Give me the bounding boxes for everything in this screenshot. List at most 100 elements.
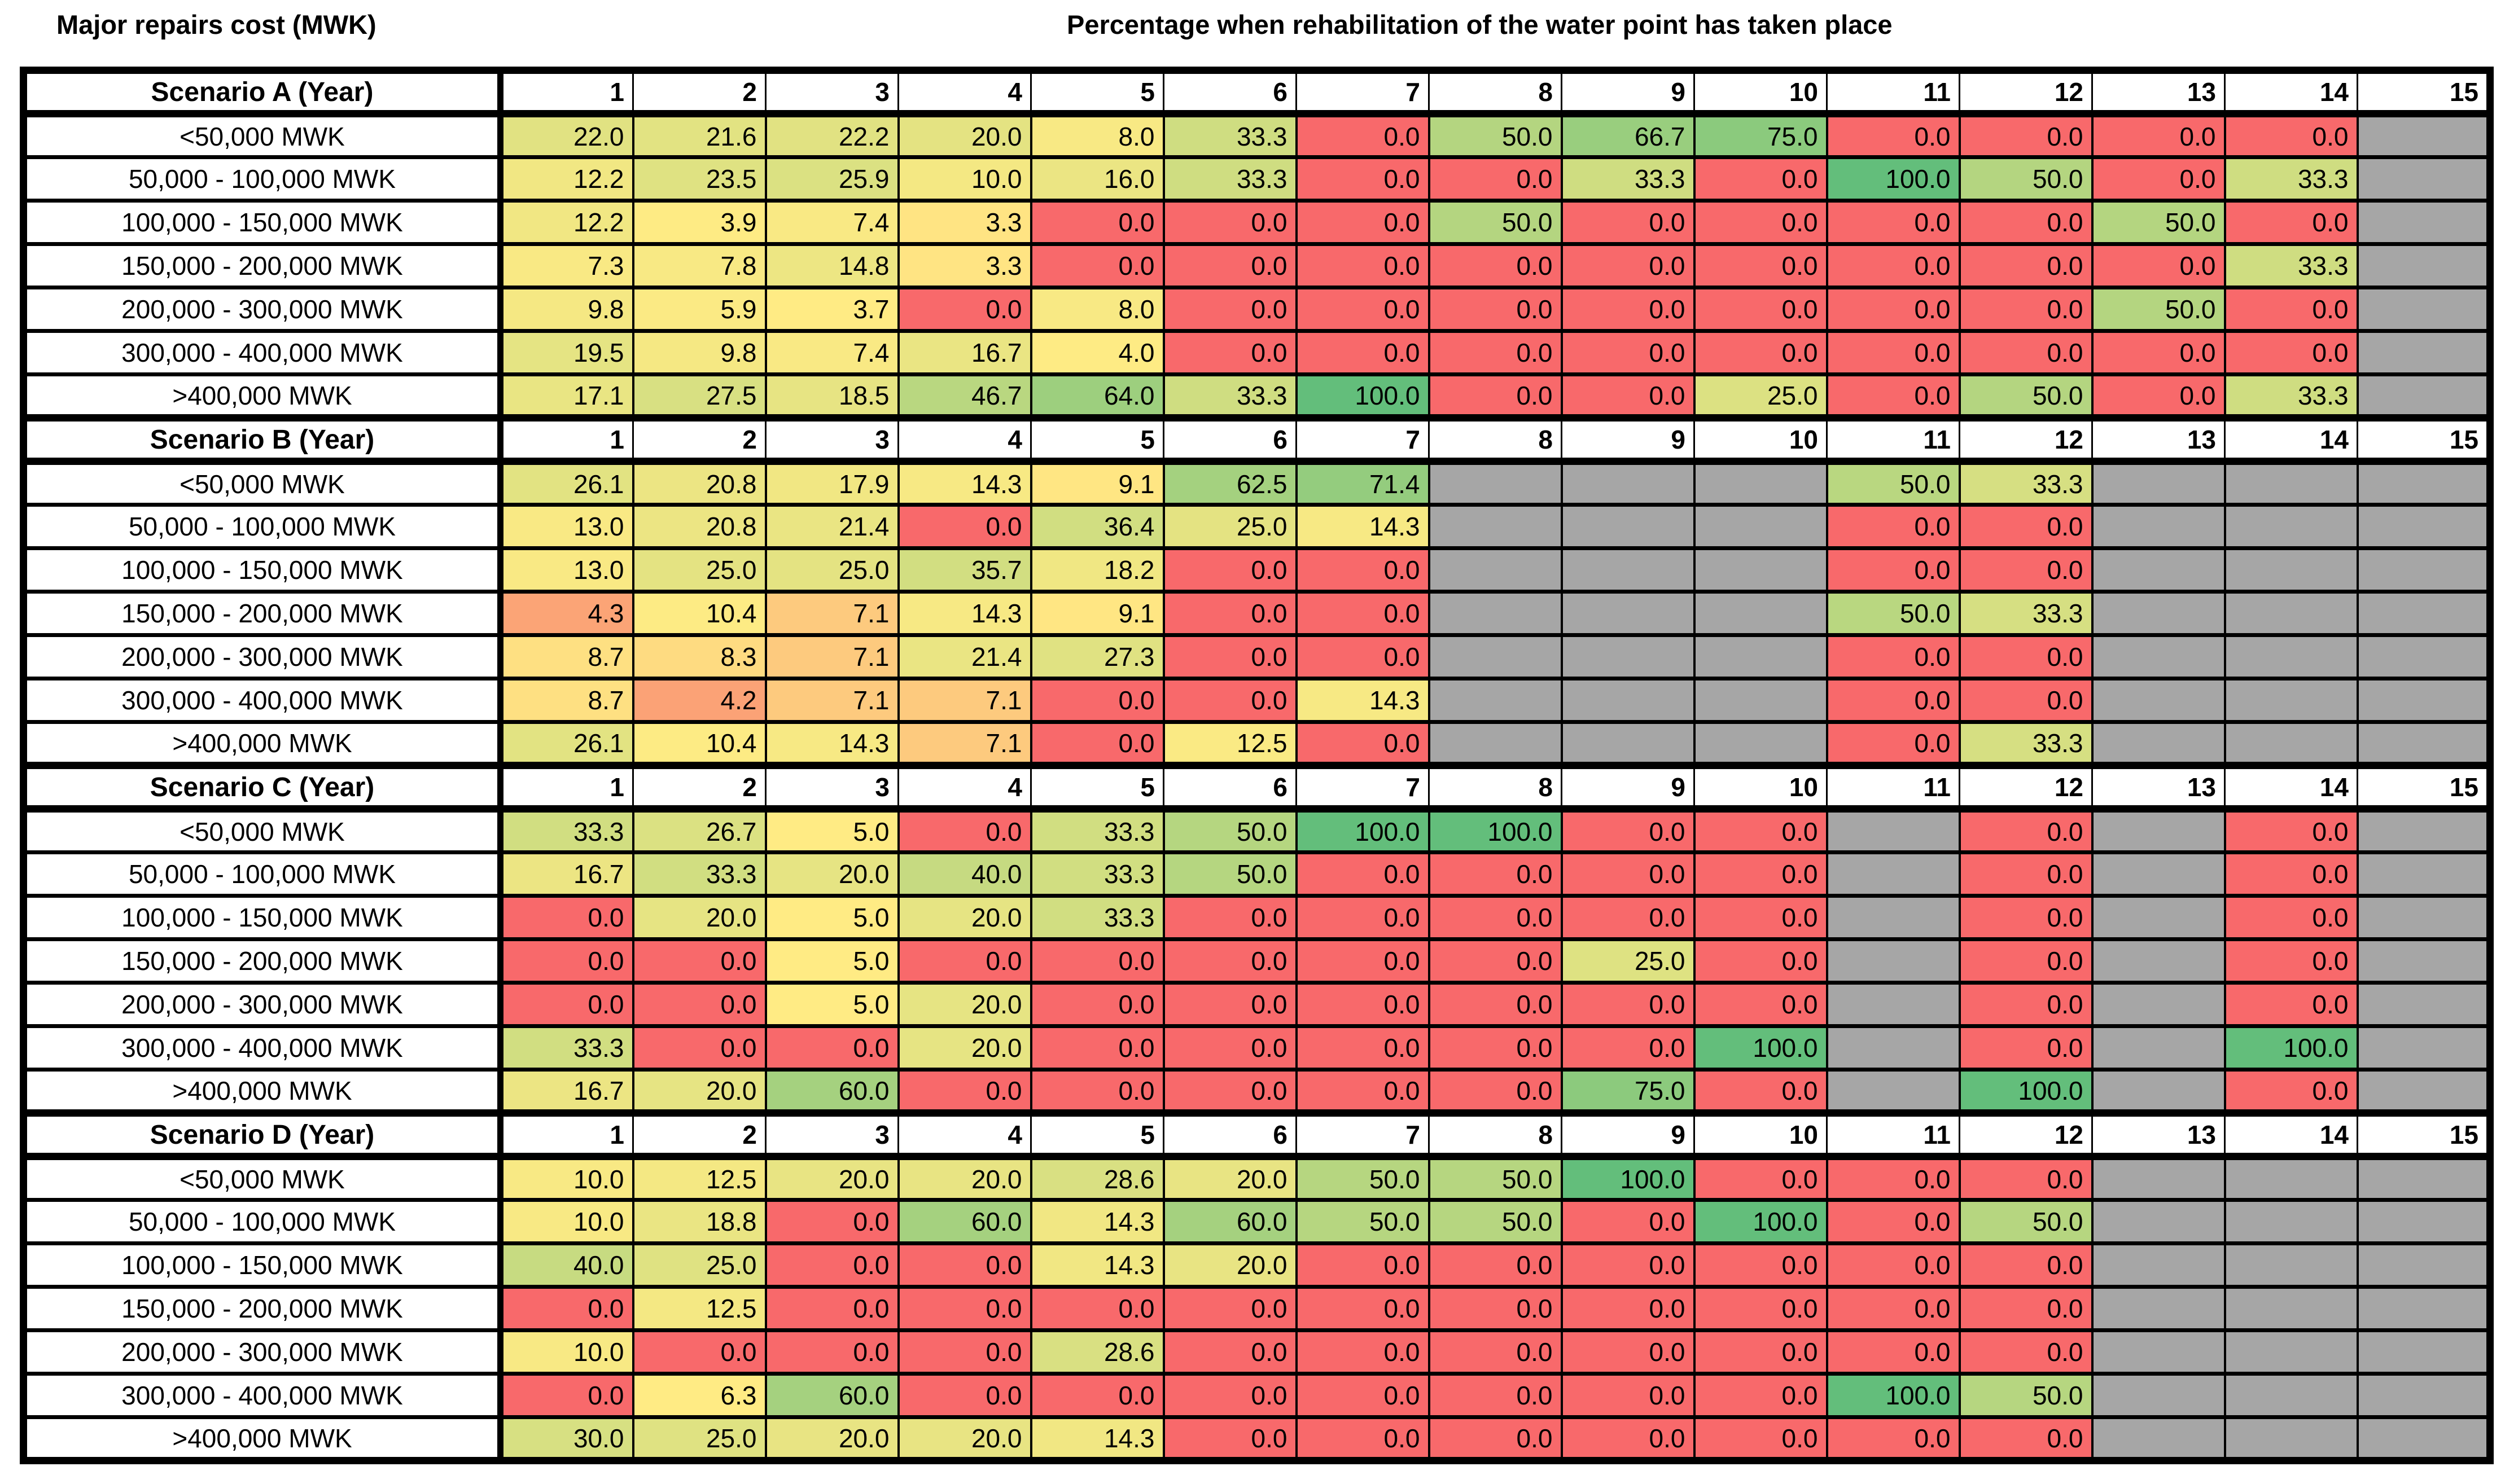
heatmap-cell: 0.0 — [1427, 1024, 1563, 1072]
heatmap-cell: 16.7 — [499, 1068, 634, 1115]
heatmap-cell — [2356, 1154, 2491, 1202]
heatmap-cell — [2356, 372, 2491, 420]
heatmap-cell: 0.0 — [1958, 242, 2094, 289]
heatmap-cell — [2091, 1068, 2226, 1115]
heatmap-cell — [1427, 677, 1563, 724]
heatmap-cell: 100.0 — [1693, 1198, 1828, 1245]
year-header-cell: 15 — [2357, 762, 2491, 813]
heatmap-cell: 0.0 — [2223, 199, 2359, 246]
heatmap-cell: 0.0 — [1958, 199, 2094, 246]
heatmap-cell — [2223, 677, 2359, 724]
heatmap-cell: 50.0 — [1958, 155, 2094, 203]
heatmap-cell: 0.0 — [2091, 329, 2226, 376]
heatmap-cell: 10.4 — [632, 720, 767, 767]
heatmap-cell: 0.0 — [1825, 546, 1961, 594]
heatmap-cell: 25.0 — [1693, 372, 1828, 420]
heatmap-cell — [1693, 459, 1828, 507]
heatmap-cell: 20.0 — [897, 981, 1032, 1028]
heatmap-cell — [2356, 937, 2491, 985]
heatmap-cell: 19.5 — [499, 329, 634, 376]
heatmap-cell: 0.0 — [1560, 807, 1696, 854]
year-header-cell: 12 — [1959, 67, 2093, 117]
heatmap-cell — [2356, 112, 2491, 159]
heatmap-cell: 0.0 — [2223, 850, 2359, 898]
heatmap-cell: 27.5 — [632, 372, 767, 420]
heatmap-cell: 64.0 — [1030, 372, 1165, 420]
heatmap-cell: 50.0 — [1162, 850, 1298, 898]
heatmap-cell — [2091, 503, 2226, 550]
heatmap-cell — [2091, 1154, 2226, 1202]
heatmap-cell: 0.0 — [2223, 1068, 2359, 1115]
heatmap-cell — [1427, 720, 1563, 767]
heatmap-cell — [2223, 1285, 2359, 1332]
heatmap-body: Scenario A (Year) 1 2 3 4 5 6 7 8 9 10 11 12 13 14 15 <5… — [20, 67, 2491, 1463]
heatmap-cell: 26.7 — [632, 807, 767, 854]
heatmap-cell: 7.4 — [764, 199, 900, 246]
heatmap-cell — [2356, 1068, 2491, 1115]
heatmap-cell: 0.0 — [1295, 155, 1430, 203]
heatmap-cell: 0.0 — [1693, 329, 1828, 376]
year-header-cell: 1 — [500, 414, 634, 465]
heatmap-cell: 0.0 — [1693, 850, 1828, 898]
heatmap-cell: 0.0 — [897, 1372, 1032, 1419]
heatmap-cell: 16.7 — [897, 329, 1032, 376]
heatmap-cell: 35.7 — [897, 546, 1032, 594]
heatmap-cell: 20.0 — [1162, 1241, 1298, 1289]
heatmap-cell: 0.0 — [1560, 242, 1696, 289]
year-header-cell: 6 — [1163, 67, 1297, 117]
heatmap-cell — [1825, 807, 1961, 854]
data-row: >400,000 MWK 26.1 10.4 14.3 7.1 0.0 12.5 0.0 0.0… — [20, 720, 2491, 767]
heatmap-cell: 0.0 — [1693, 1372, 1828, 1419]
heatmap-cell: 0.0 — [632, 981, 767, 1028]
cost-band-label: 300,000 - 400,000 MWK — [20, 1372, 503, 1419]
heatmap-cell: 100.0 — [1295, 807, 1430, 854]
heatmap-cell: 0.0 — [1560, 1198, 1696, 1245]
heatmap-cell: 0.0 — [764, 1241, 900, 1289]
data-row: 300,000 - 400,000 MWK 19.5 9.8 7.4 16.7 4.0 0.… — [20, 329, 2491, 376]
year-header-cell: 15 — [2357, 1109, 2491, 1160]
heatmap-cell: 0.0 — [897, 286, 1032, 333]
heatmap-cell: 25.0 — [1162, 503, 1298, 550]
heatmap-cell: 0.0 — [1030, 242, 1165, 289]
heatmap-cell: 33.3 — [1958, 459, 2094, 507]
heatmap-cell: 0.0 — [1162, 937, 1298, 985]
heatmap-cell — [2091, 1372, 2226, 1419]
heatmap-cell: 20.0 — [1162, 1154, 1298, 1202]
heatmap-cell: 0.0 — [1693, 807, 1828, 854]
cost-band-label: 50,000 - 100,000 MWK — [20, 1198, 503, 1245]
data-row: <50,000 MWK 22.0 21.6 22.2 20.0 8.0 33.3 0.0 50.… — [20, 112, 2491, 159]
heatmap-cell: 0.0 — [632, 937, 767, 985]
year-header-cell: 8 — [1428, 762, 1562, 813]
year-header-cell: 2 — [632, 67, 767, 117]
heatmap-cell — [2091, 459, 2226, 507]
heatmap-cell: 0.0 — [1958, 981, 2094, 1028]
heatmap-cell: 0.0 — [1030, 1068, 1165, 1115]
heatmap-cell: 0.0 — [1825, 503, 1961, 550]
heatmap-cell — [2223, 1328, 2359, 1376]
heatmap-cell: 7.1 — [897, 677, 1032, 724]
heatmap-cell — [1825, 850, 1961, 898]
heatmap-cell: 12.5 — [632, 1154, 767, 1202]
heatmap-cell: 0.0 — [1295, 1328, 1430, 1376]
heatmap-cell: 0.0 — [1427, 850, 1563, 898]
heatmap-cell — [2356, 503, 2491, 550]
year-header-cell: 3 — [765, 414, 899, 465]
heatmap-cell: 0.0 — [764, 1198, 900, 1245]
heatmap-cell: 0.0 — [1825, 1241, 1961, 1289]
heatmap-cell: 50.0 — [1958, 372, 2094, 420]
heatmap-cell: 50.0 — [1162, 807, 1298, 854]
heatmap-cell: 12.2 — [499, 155, 634, 203]
heatmap-cell: 0.0 — [1162, 1068, 1298, 1115]
heatmap-cell: 0.0 — [1958, 1024, 2094, 1072]
heatmap-cell: 3.7 — [764, 286, 900, 333]
heatmap-cell: 0.0 — [499, 1372, 634, 1419]
heatmap-cell: 0.0 — [632, 1024, 767, 1072]
heatmap-cell: 33.3 — [1162, 372, 1298, 420]
heatmap-cell — [1560, 503, 1696, 550]
heatmap-cell: 0.0 — [1162, 1328, 1298, 1376]
year-header-cell: 15 — [2357, 414, 2491, 465]
scenario-title-cell: Scenario A (Year) — [20, 67, 503, 117]
heatmap-cell — [2223, 503, 2359, 550]
heatmap-cell: 0.0 — [1825, 242, 1961, 289]
year-header-cell: 4 — [897, 414, 1032, 465]
